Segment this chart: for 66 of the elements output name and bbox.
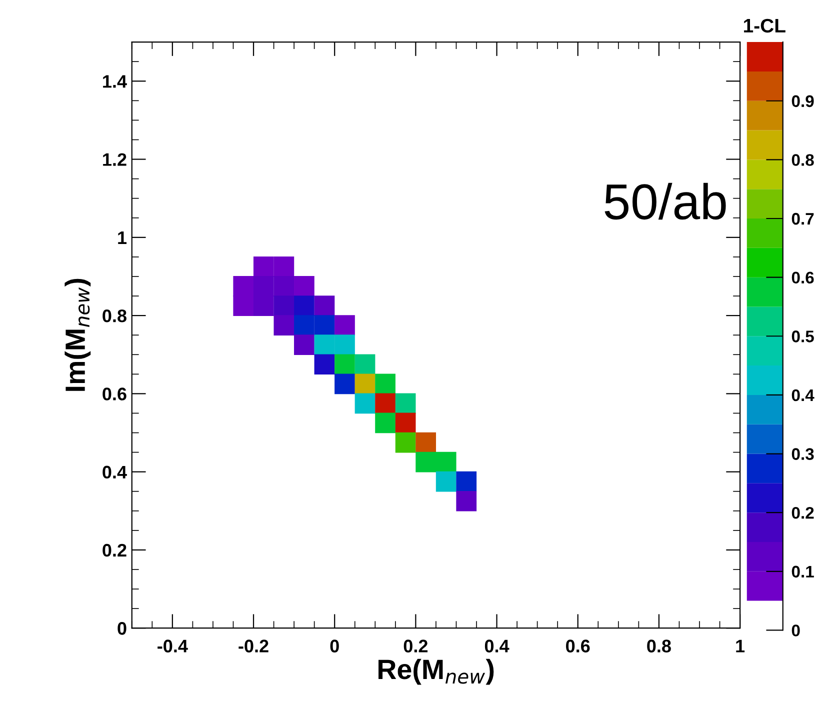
x-tick-label: -0.2 [238,640,268,652]
point [456,471,477,492]
y-tick-label: 0.6 [102,388,126,400]
y-tick-label: 0.4 [102,466,127,479]
color-bar-label: 0.1 [792,566,814,578]
point [294,334,314,356]
x-tick-label: 0.6 [566,640,590,652]
color-bar-label: 0.8 [792,154,814,166]
point [334,374,355,394]
point [436,452,456,472]
color-bar-label: 0.9 [792,95,814,108]
y-tick-label: 0 [118,622,126,635]
point [294,276,314,296]
y-tick-label: 1 [118,232,127,244]
x-tick-label: 0.4 [484,640,510,652]
point [314,354,335,375]
y-tick-label: 1.4 [103,75,127,88]
color-bar-title: 1-CL [744,18,786,33]
color-bar-label: 0.4 [792,389,814,402]
point [233,296,254,316]
color-bar-label: 0.6 [792,272,814,284]
y-tick-label: 0.2 [102,544,126,557]
point [395,432,416,453]
point [294,315,314,336]
point [436,471,456,492]
point [354,354,376,375]
point [334,354,355,375]
x-tick-label: 0.8 [647,640,671,652]
point [314,334,335,356]
x-axis-title: Re(M$_{new}$) [378,658,494,685]
point [354,393,376,414]
point [334,315,355,336]
point [253,256,274,277]
annotation: 50/ab [604,182,726,220]
x-tick-label: 1 [736,640,745,652]
point [354,374,376,394]
point [253,276,274,296]
y-tick-label: 1.2 [103,153,126,166]
point [416,452,436,472]
point [314,315,335,336]
point [274,296,294,316]
point [294,296,314,316]
point [416,432,436,453]
point [375,412,396,434]
y-tick-label: 0.8 [102,309,126,322]
point [395,412,416,434]
color-bar-label: 0.2 [792,506,814,519]
x-tick-label: 0 [330,640,339,652]
x-tick-label: -0.4 [158,640,188,652]
x-tick-label: 0.2 [404,640,428,652]
color-bar-label: 0.3 [792,448,814,460]
point [274,276,294,296]
point [233,276,254,296]
y-axis-title: Im(M$_{new}$) [64,278,91,391]
point [375,374,396,394]
point [274,315,294,336]
point [334,334,355,356]
point [274,256,294,277]
point [456,490,477,512]
color-bar-label: 0.7 [792,212,814,225]
point [395,393,416,414]
point [314,296,335,316]
point [253,296,274,316]
color-bar-label: 0 [792,624,800,636]
color-bar-label: 0.5 [792,330,814,342]
point [375,393,396,414]
